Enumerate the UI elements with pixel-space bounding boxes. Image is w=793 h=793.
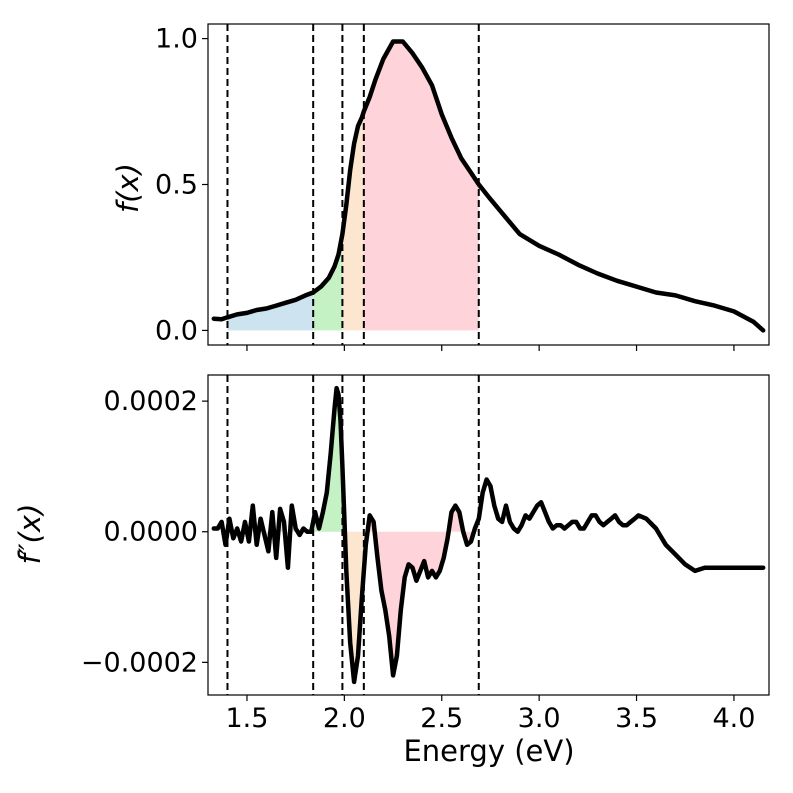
bottom-axes: 0.0002 0.0000 −0.0002 1.5 2.0 2.5 3.0 3.5 4.0: [81, 374, 770, 734]
top-series-group: [211, 39, 766, 333]
top-series-line: [211, 39, 766, 333]
xtick-label: 3.0: [518, 703, 561, 734]
top-ytick-label: 1.0: [155, 24, 198, 55]
bottom-y-axis-label: f″(x): [13, 504, 47, 565]
top-ytick-label: 0.5: [155, 170, 198, 201]
xtick-label: 2.0: [323, 703, 366, 734]
bot-region-4: [363, 505, 479, 676]
x-axis-label: Energy (eV): [403, 734, 574, 768]
top-y-axis-label: f(x): [111, 163, 145, 213]
xtick-label: 2.5: [420, 703, 463, 734]
xtick-label: 1.5: [225, 703, 268, 734]
top-region-3: [342, 111, 364, 331]
top-shaded-regions: [227, 41, 479, 331]
bot-series-line: [211, 385, 766, 685]
top-panel: 0.0 0.5 1.0 f(x): [111, 23, 770, 351]
bottom-series-group: [211, 385, 766, 685]
bot-ytick-label: −0.0002: [81, 647, 198, 678]
bot-plot-frame: [207, 374, 770, 696]
top-axes: 0.0 0.5 1.0: [155, 23, 770, 351]
bottom-vertical-lines: [226, 375, 480, 695]
top-ytick-label: 0.0: [155, 315, 198, 346]
bottom-panel: 0.0002 0.0000 −0.0002 1.5 2.0 2.5 3.0 3.5 4.0 f″…: [13, 374, 770, 768]
bot-ytick-label: 0.0000: [104, 517, 198, 548]
xtick-label: 3.5: [615, 703, 658, 734]
top-vertical-lines: [226, 24, 480, 345]
top-region-4: [363, 41, 479, 331]
bot-ytick-label: 0.0002: [104, 386, 198, 417]
xtick-label: 4.0: [712, 703, 755, 734]
